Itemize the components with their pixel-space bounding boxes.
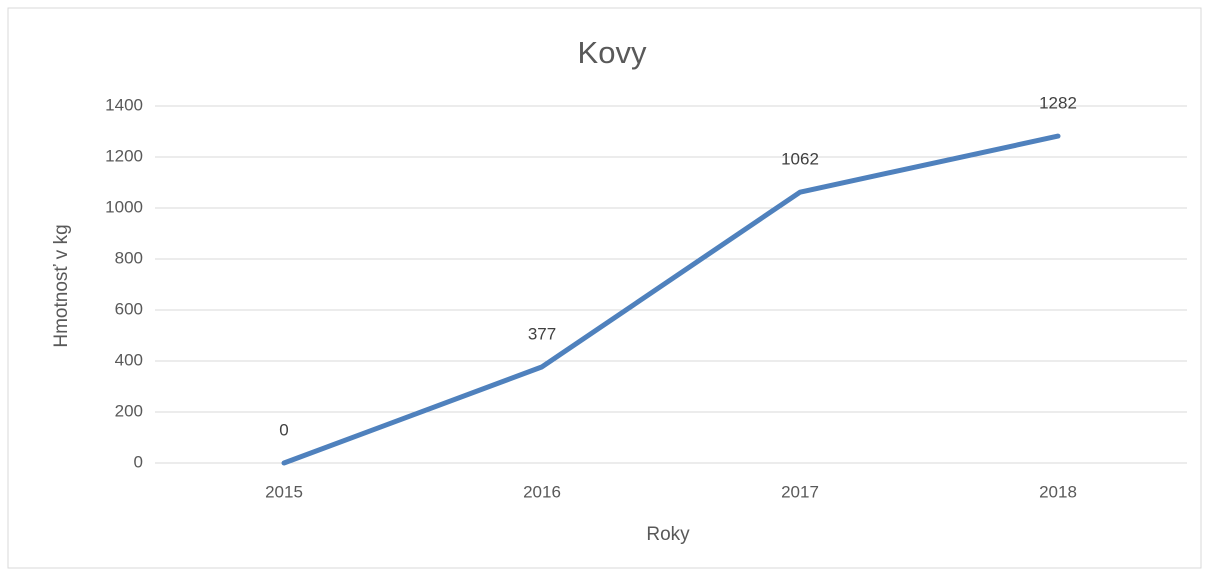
x-tick-label: 2016	[523, 482, 561, 501]
y-tick-label: 1400	[105, 95, 143, 114]
x-tick-label: 2018	[1039, 482, 1077, 501]
y-tick-label: 800	[115, 248, 143, 267]
data-label: 1062	[781, 150, 819, 169]
y-tick-label: 1000	[105, 197, 143, 216]
y-tick-label: 400	[115, 350, 143, 369]
chart-title: Kovy	[578, 35, 647, 70]
x-tick-label: 2017	[781, 482, 819, 501]
data-label: 1282	[1039, 94, 1077, 113]
y-tick-label: 0	[134, 452, 143, 471]
y-axis-label: Hmotnosť v kg	[51, 224, 72, 347]
x-axis-label: Roky	[646, 524, 690, 545]
chart-border	[7, 7, 1202, 569]
data-line	[281, 133, 1061, 466]
y-tick-label: 200	[115, 401, 143, 420]
data-label: 377	[528, 324, 556, 343]
y-tick-label: 600	[115, 299, 143, 318]
data-label: 0	[279, 420, 288, 439]
y-tick-label: 1200	[105, 146, 143, 165]
x-tick-label: 2015	[265, 482, 303, 501]
